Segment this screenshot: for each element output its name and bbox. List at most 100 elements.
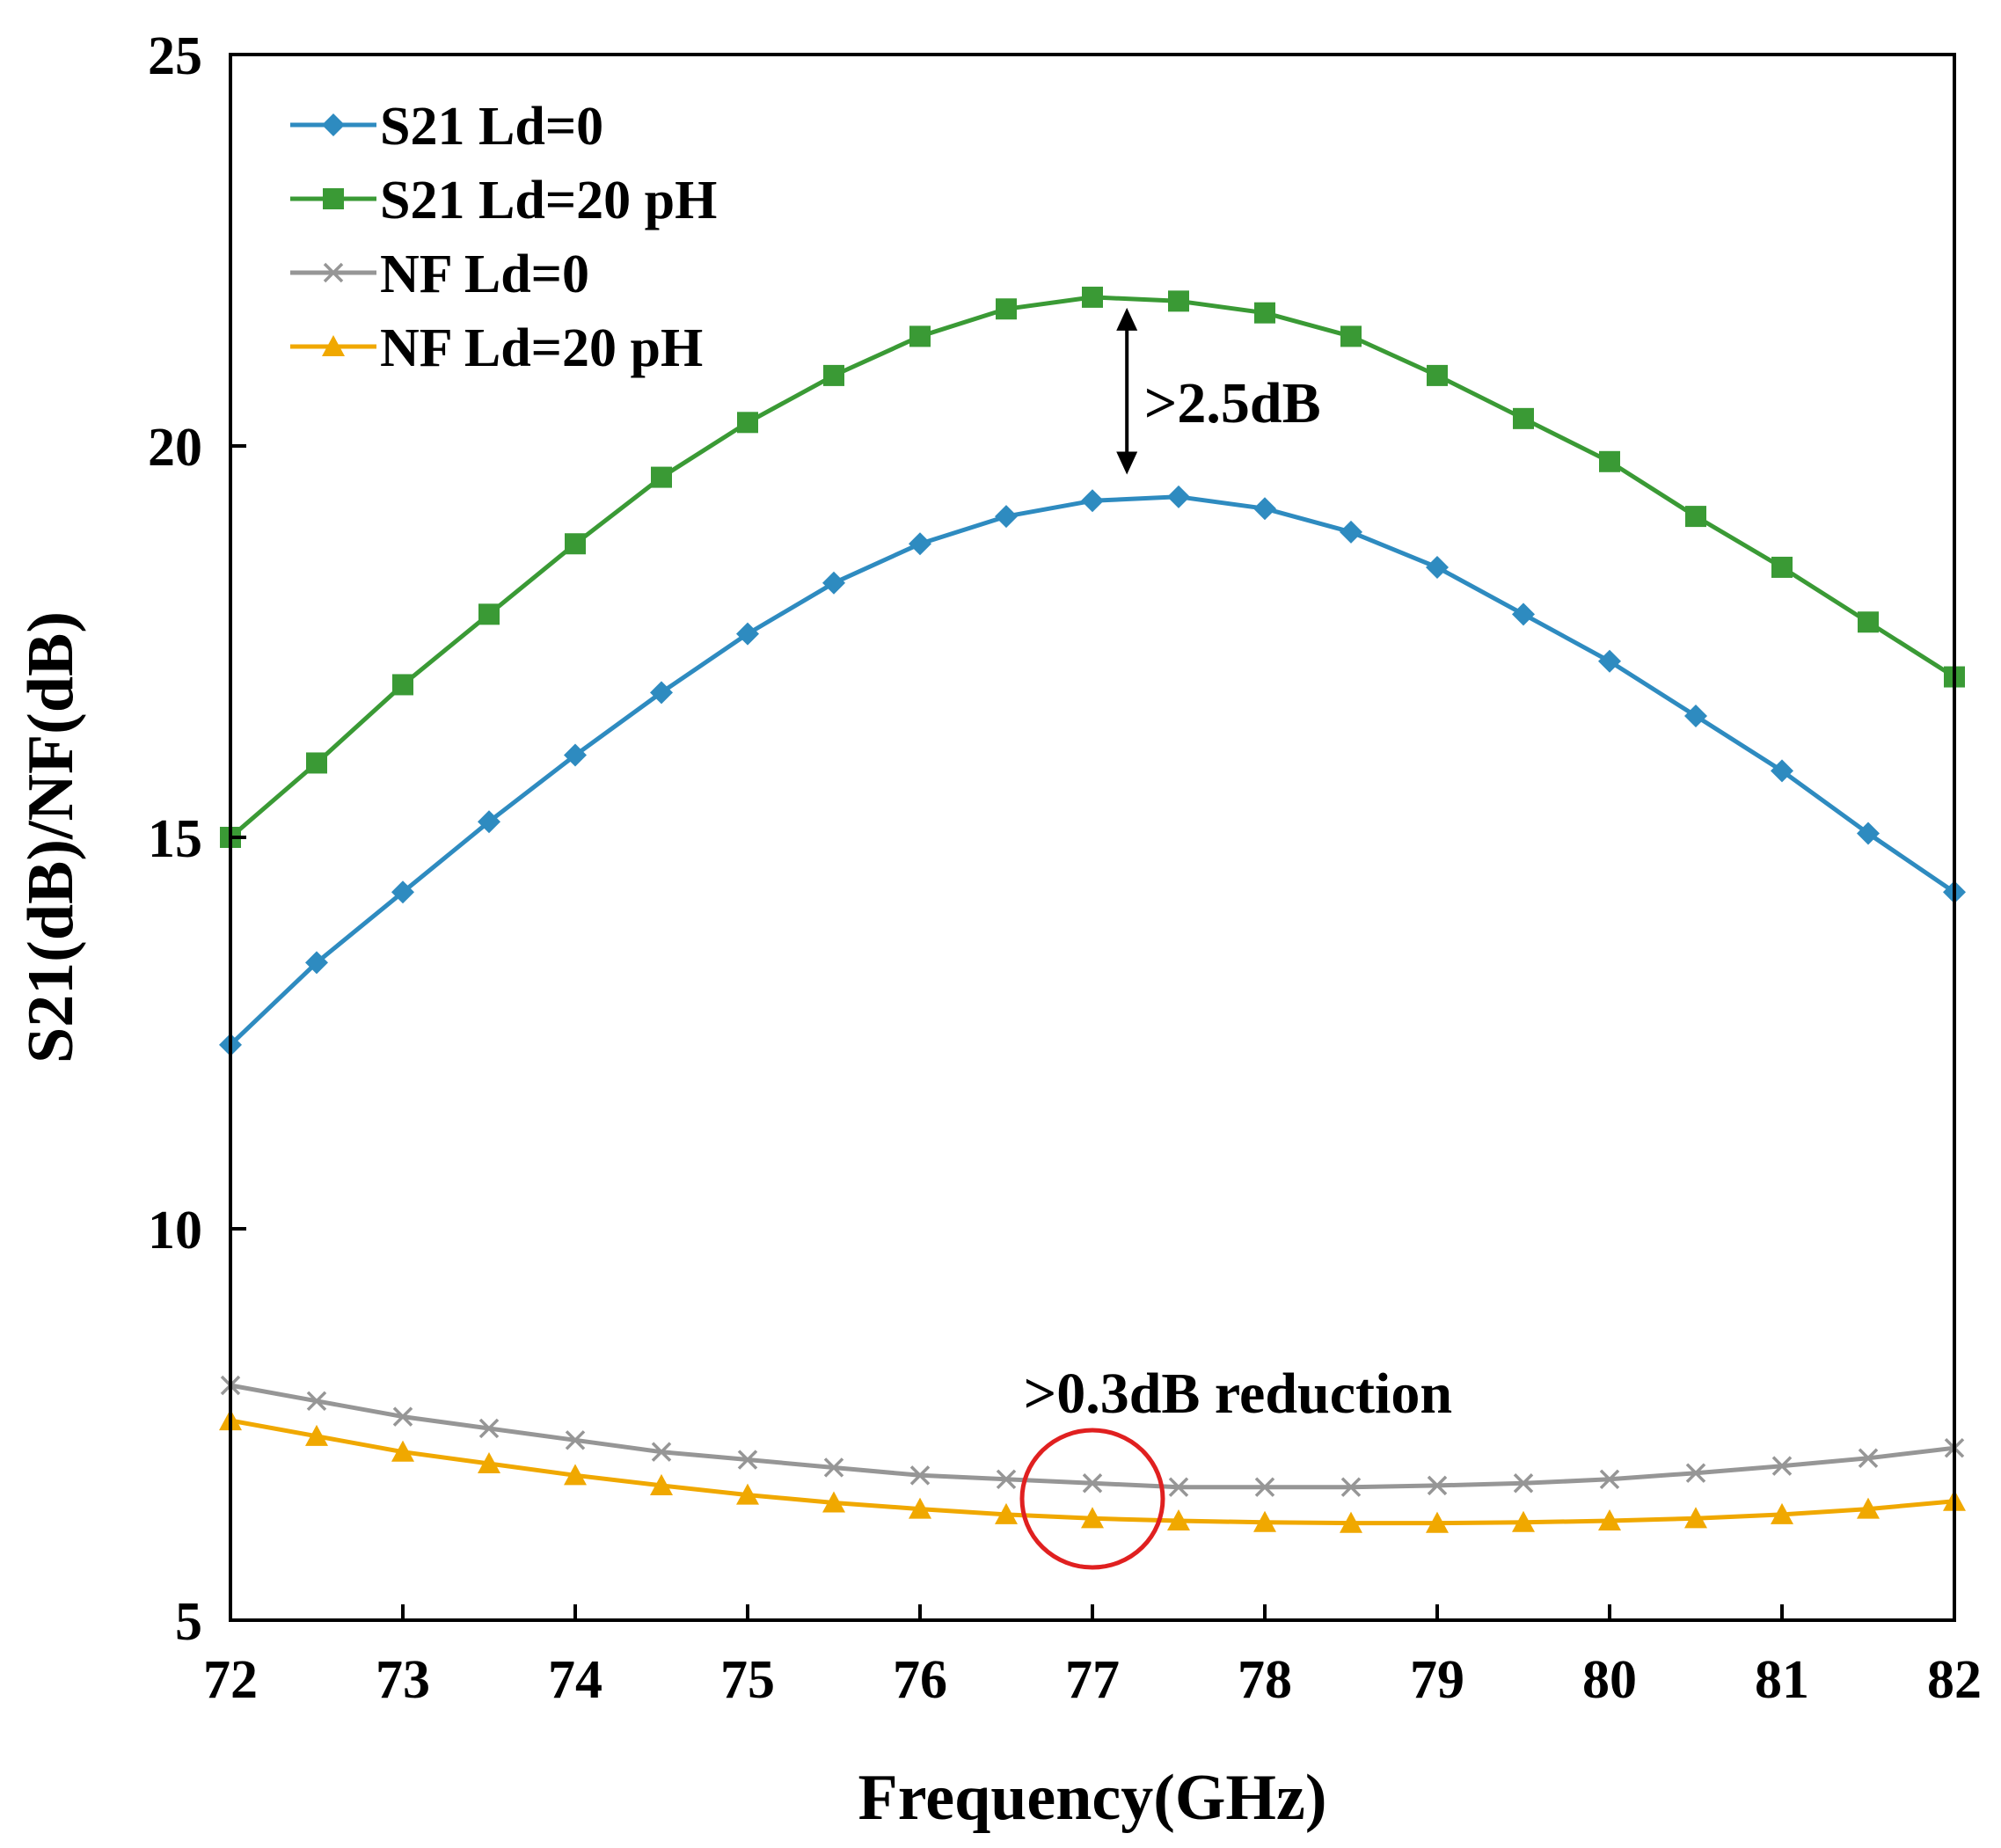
- data-point: [1684, 1507, 1707, 1529]
- data-point: [1771, 1502, 1793, 1524]
- data-point: [1513, 407, 1534, 429]
- data-point: [651, 1442, 672, 1462]
- data-point: [306, 1391, 327, 1412]
- data-point: [1858, 611, 1879, 633]
- legend-marker: [323, 262, 344, 283]
- axis-layer: 72 73 74 75 76 77 78 79 80 81 82 5 10 15 20 25: [148, 26, 1982, 1710]
- data-point: [1081, 489, 1104, 513]
- data-point: [1685, 506, 1706, 528]
- x-tick-label: 73: [376, 1650, 430, 1710]
- highlight-circle: [1019, 1428, 1165, 1570]
- data-point: [1427, 364, 1448, 386]
- data-point: [1598, 649, 1621, 673]
- data-point: [1684, 705, 1707, 728]
- data-point: [1771, 1456, 1793, 1476]
- data-point: [822, 571, 845, 595]
- gain-difference-label: >2.5dB: [1144, 371, 1321, 435]
- data-point: [1857, 822, 1880, 845]
- legend-label: S21 Ld=0: [380, 97, 603, 157]
- data-point: [909, 1465, 931, 1486]
- x-tick-label: 81: [1755, 1650, 1809, 1710]
- data-point: [909, 1497, 931, 1519]
- data-point: [1685, 1463, 1706, 1483]
- data-point: [1082, 1473, 1103, 1494]
- y-tick-label: 5: [175, 1592, 202, 1652]
- data-point: [478, 1452, 500, 1474]
- data-point: [650, 1473, 673, 1495]
- x-axis-title: Frequency(GHz): [858, 1762, 1327, 1834]
- data-point: [1857, 1497, 1880, 1519]
- x-tick-label: 82: [1927, 1650, 1982, 1710]
- data-point: [1512, 1510, 1535, 1532]
- x-tick-label: 74: [548, 1650, 602, 1710]
- data-point: [392, 1406, 413, 1427]
- data-point: [391, 880, 414, 904]
- y-axis-title: S21(dB)/NF(dB): [15, 611, 87, 1063]
- data-point: [650, 681, 673, 705]
- data-point: [478, 810, 500, 834]
- nf-reduction-label: >0.3dB reduction: [1024, 1362, 1452, 1426]
- data-point: [305, 951, 328, 975]
- y-tick-label: 15: [148, 809, 202, 869]
- data-point: [1598, 1508, 1621, 1531]
- data-point: [1253, 1510, 1276, 1532]
- legend: S21 Ld=0 S21 Ld=20 pH NF Ld=0 NF Ld=20 pH: [290, 97, 717, 378]
- data-point: [305, 1424, 328, 1446]
- data-point: [1513, 1473, 1534, 1494]
- data-point: [736, 1483, 759, 1505]
- nf-reduction-annotation: >0.3dB reduction: [1019, 1362, 1452, 1570]
- y-tick-label: 20: [148, 418, 202, 478]
- x-tick-label: 78: [1238, 1650, 1292, 1710]
- legend-marker: [322, 335, 345, 357]
- data-point: [478, 603, 500, 625]
- data-point: [478, 1418, 500, 1439]
- data-point: [1512, 603, 1535, 626]
- legend-marker: [322, 113, 345, 136]
- data-point: [1771, 556, 1793, 578]
- annotation-layer: >2.5dB >0.3dB reduction: [1019, 307, 1452, 1570]
- data-point: [996, 298, 1017, 320]
- data-point: [737, 412, 758, 434]
- arrow-head-up: [1116, 307, 1138, 331]
- series-3: [220, 1375, 1965, 1497]
- legend-label: NF Ld=20 pH: [380, 318, 703, 378]
- data-point: [996, 1469, 1017, 1490]
- series-2: [220, 286, 1965, 848]
- data-point: [1858, 1448, 1879, 1469]
- legend-item: NF Ld=0: [290, 245, 589, 304]
- data-point: [1340, 1477, 1362, 1497]
- legend-marker: [323, 188, 344, 209]
- x-tick-label: 72: [203, 1650, 258, 1710]
- data-point: [995, 1502, 1018, 1524]
- x-tick-label: 79: [1410, 1650, 1464, 1710]
- arrow-head-down: [1116, 451, 1138, 475]
- data-point: [909, 532, 931, 556]
- data-point: [1081, 1507, 1104, 1529]
- x-tick-label: 77: [1065, 1650, 1120, 1710]
- gain-difference-annotation: >2.5dB: [1116, 307, 1321, 475]
- data-point: [306, 752, 327, 774]
- data-point: [391, 1440, 414, 1462]
- data-point: [1253, 497, 1276, 521]
- data-point: [1340, 325, 1362, 347]
- data-point: [1771, 759, 1793, 783]
- data-point: [1082, 286, 1103, 308]
- legend-label: NF Ld=0: [380, 245, 589, 304]
- series-4: [219, 1409, 1966, 1533]
- legend-label: S21 Ld=20 pH: [380, 171, 717, 230]
- data-point: [651, 466, 672, 488]
- data-point: [822, 1491, 845, 1513]
- data-point: [909, 325, 931, 347]
- data-point: [1426, 555, 1449, 579]
- series-1: [219, 485, 1966, 1056]
- x-tick-label: 75: [720, 1650, 775, 1710]
- data-point: [737, 1450, 758, 1470]
- y-tick-label: 10: [148, 1201, 202, 1260]
- series-layer: [219, 286, 1966, 1533]
- y-tick-label: 25: [148, 26, 202, 86]
- data-point: [1599, 1469, 1620, 1490]
- data-point: [1168, 290, 1189, 312]
- data-point: [392, 674, 413, 696]
